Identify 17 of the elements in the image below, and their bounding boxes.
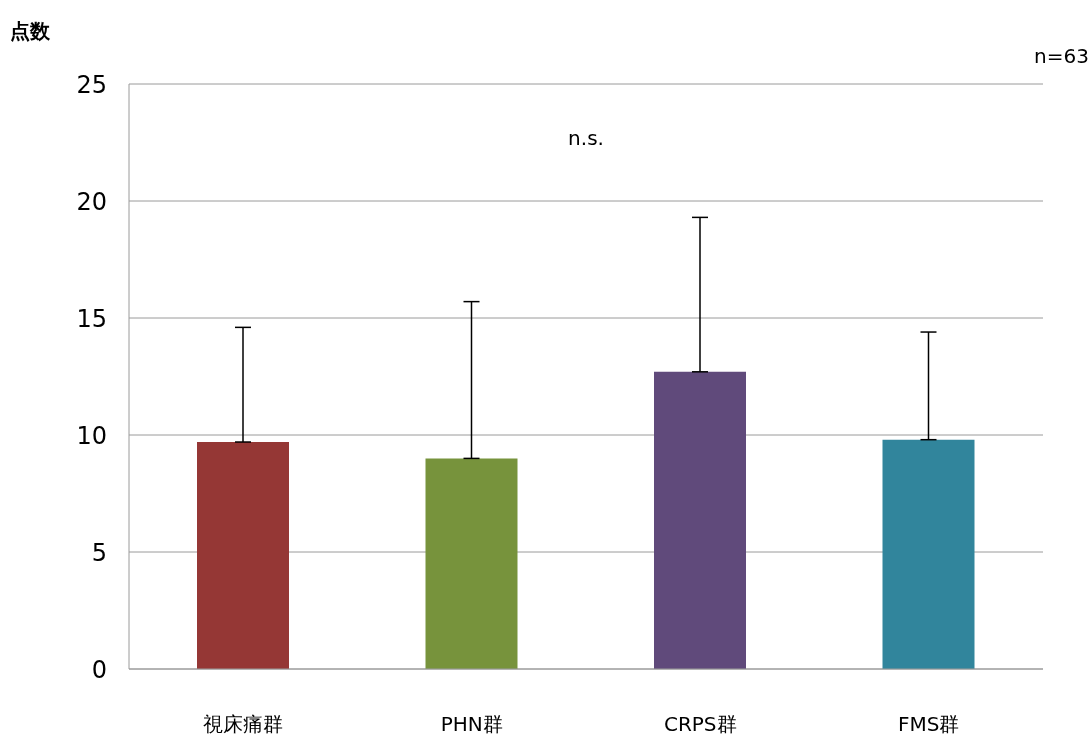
bar xyxy=(882,439,975,669)
x-tick-label: FMS群 xyxy=(898,712,960,737)
x-tick-label: 視床痛群 xyxy=(203,712,284,737)
y-axis-title: 点数 xyxy=(10,18,50,45)
x-tick-label: PHN群 xyxy=(440,712,503,737)
y-tick-label: 25 xyxy=(76,70,107,99)
annotation: n.s. xyxy=(567,126,605,150)
bar xyxy=(654,371,746,669)
y-tick-label: 5 xyxy=(91,538,107,567)
y-tick-label: 20 xyxy=(76,187,107,216)
text: n=63 xyxy=(1034,44,1089,68)
x-tick-label: CRPS群 xyxy=(663,712,737,737)
y-tick-label: 10 xyxy=(76,421,107,450)
y-tick-label: 15 xyxy=(76,304,107,333)
bar xyxy=(425,458,518,669)
bar xyxy=(197,442,289,669)
y-tick-label: 0 xyxy=(91,655,107,684)
